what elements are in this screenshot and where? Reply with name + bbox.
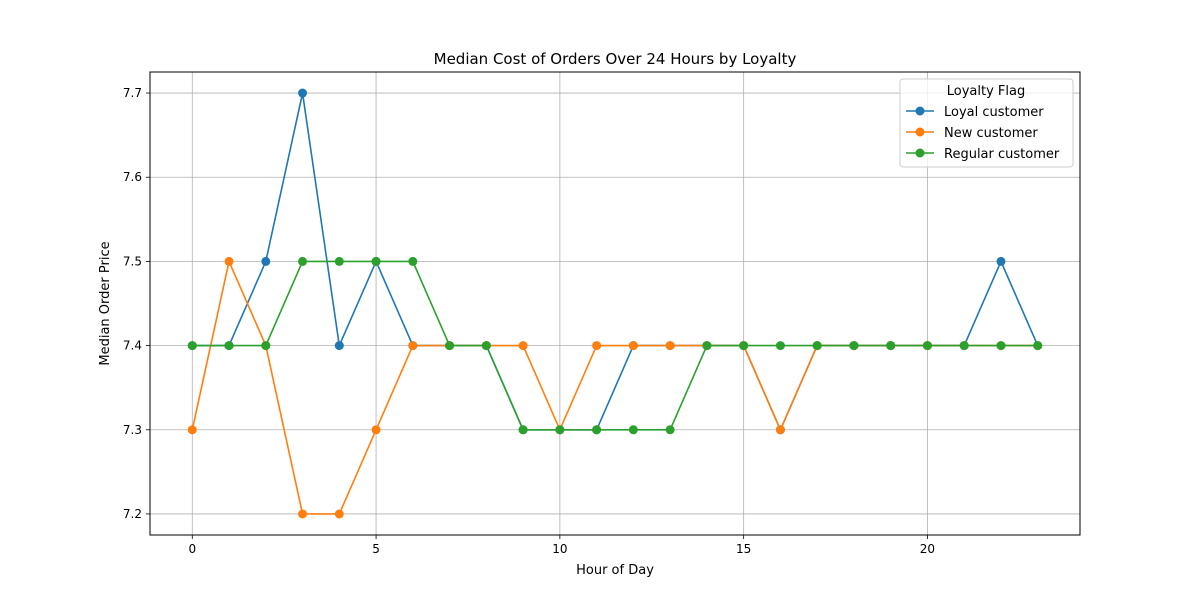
data-point-loyal-customer [996,256,1006,266]
data-point-regular-customer [408,256,418,266]
legend: Loyalty Flag Loyal customer New customer R… [899,78,1074,168]
data-point-new-customer [298,509,308,519]
data-point-regular-customer [702,341,712,351]
data-point-regular-customer [812,341,822,351]
data-point-regular-customer [592,425,602,435]
data-point-new-customer [665,341,675,351]
y-axis-label: Median Order Price [98,241,113,365]
chart-title: Median Cost of Orders Over 24 Hours by L… [434,50,797,68]
data-point-new-customer [187,425,197,435]
x-axis-label: Hour of Day [576,563,654,578]
legend-label: New customer [944,126,1038,141]
ticks: 0 5 10 15 20 7.2 7.3 7.4 7.5 7.6 7.7 [123,86,935,556]
legend-box [899,78,1074,168]
series-line-regular-customer [192,260,1038,431]
data-point-regular-customer [628,425,638,435]
legend-marker [915,106,925,116]
data-point-regular-customer [224,341,234,351]
data-point-regular-customer [261,341,271,351]
data-point-regular-customer [849,341,859,351]
series-regular-customer [187,256,1043,435]
legend-marker [915,127,925,137]
legend-label: Regular customer [944,147,1060,162]
data-point-new-customer [224,256,234,266]
y-tick-label: 7.5 [123,254,142,268]
legend-item-loyal-customer: Loyal customer [906,105,1044,120]
data-point-regular-customer [518,425,528,435]
x-tick-label: 10 [552,542,567,556]
data-point-new-customer [518,341,528,351]
data-point-regular-customer [775,341,785,351]
data-point-regular-customer [665,425,675,435]
data-point-regular-customer [445,341,455,351]
data-point-new-customer [628,341,638,351]
y-tick-label: 7.4 [123,339,142,353]
data-point-new-customer [592,341,602,351]
x-tick-label: 15 [736,542,751,556]
data-point-regular-customer [739,341,749,351]
data-point-regular-customer [298,256,308,266]
data-point-regular-customer [886,341,896,351]
legend-item-new-customer: New customer [906,126,1038,141]
y-tick-label: 7.3 [123,423,142,437]
data-point-new-customer [775,425,785,435]
y-tick-label: 7.7 [123,86,142,100]
data-point-new-customer [408,341,418,351]
data-point-regular-customer [555,425,565,435]
data-point-new-customer [371,425,381,435]
y-tick-label: 7.2 [123,507,142,521]
data-point-loyal-customer [298,88,308,98]
data-point-regular-customer [371,256,381,266]
legend-title: Loyalty Flag [947,84,1025,99]
legend-marker [915,148,925,158]
data-point-regular-customer [922,341,932,351]
data-point-regular-customer [187,341,197,351]
data-point-regular-customer [481,341,491,351]
x-tick-label: 20 [920,542,935,556]
data-point-new-customer [334,509,344,519]
data-point-regular-customer [996,341,1006,351]
x-tick-label: 5 [372,542,380,556]
data-point-loyal-customer [334,341,344,351]
legend-item-regular-customer: Regular customer [906,147,1060,162]
data-point-regular-customer [959,341,969,351]
series-layer [187,88,1043,519]
data-point-regular-customer [1033,341,1043,351]
plot-frame [149,71,1081,536]
x-tick-label: 0 [188,542,196,556]
data-point-regular-customer [334,256,344,266]
legend-label: Loyal customer [944,105,1044,120]
y-tick-label: 7.6 [123,170,142,184]
data-point-loyal-customer [261,256,271,266]
